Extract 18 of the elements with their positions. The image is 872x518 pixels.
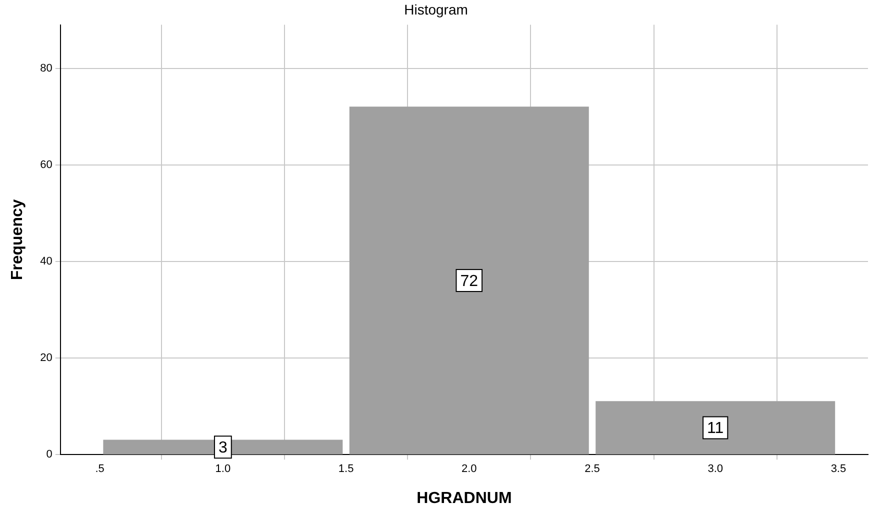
x-tick-label: 2.5 [584, 463, 600, 476]
data-label: 72 [460, 272, 478, 290]
x-tick-label: .5 [95, 463, 104, 476]
x-tick-label: 3.5 [830, 463, 846, 476]
y-tick-label: 40 [40, 255, 52, 268]
chart-title: Histogram [404, 1, 468, 18]
y-axis-title: Frequency [9, 199, 26, 280]
x-tick-label: 1.0 [215, 463, 231, 476]
y-tick-label: 20 [40, 352, 52, 364]
x-tick-label: 1.5 [338, 463, 354, 476]
x-tick-label: 3.0 [708, 463, 723, 476]
data-label: 3 [218, 440, 228, 457]
y-tick-label: 60 [40, 158, 52, 171]
x-tick-label: 2.0 [461, 463, 477, 476]
y-tick-label: 0 [46, 448, 52, 461]
data-label: 11 [707, 420, 724, 438]
y-tick-label: 80 [40, 62, 52, 74]
x-axis-title: HGRADNUM [416, 490, 512, 507]
